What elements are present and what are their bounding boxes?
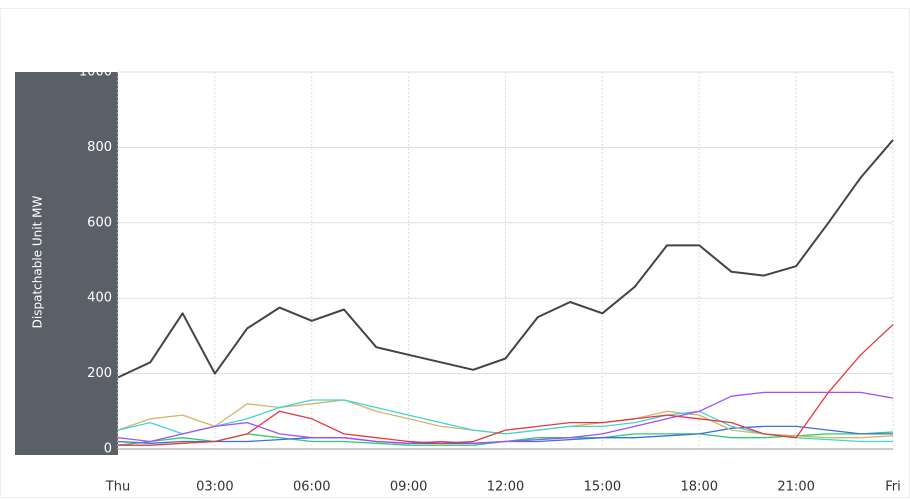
x-tick-label: 06:00: [293, 480, 330, 495]
x-tick-label: 21:00: [777, 480, 814, 495]
y-tick-label: 200: [87, 366, 112, 381]
series-line: [117, 139, 894, 379]
y-tick-label: 400: [87, 291, 112, 306]
y-tick-label: 800: [87, 140, 112, 155]
series-line: [117, 391, 894, 444]
y-tick-label: 1000: [79, 65, 112, 80]
series-line: [118, 324, 894, 446]
x-tick-label: 03:00: [196, 480, 233, 495]
x-tick-label: 09:00: [390, 480, 427, 495]
y-axis-label: Dispatchable Unit MW: [31, 196, 45, 329]
x-tick-label: 12:00: [487, 480, 524, 495]
x-tick-label: Fri: [885, 480, 901, 495]
y-tick-label: 0: [104, 442, 112, 457]
x-tick-label: 18:00: [681, 480, 718, 495]
axis-panel: [15, 72, 118, 455]
x-tick-label: 15:00: [584, 480, 621, 495]
y-tick-label: 600: [87, 215, 112, 230]
x-tick-label: Thu: [105, 480, 130, 495]
